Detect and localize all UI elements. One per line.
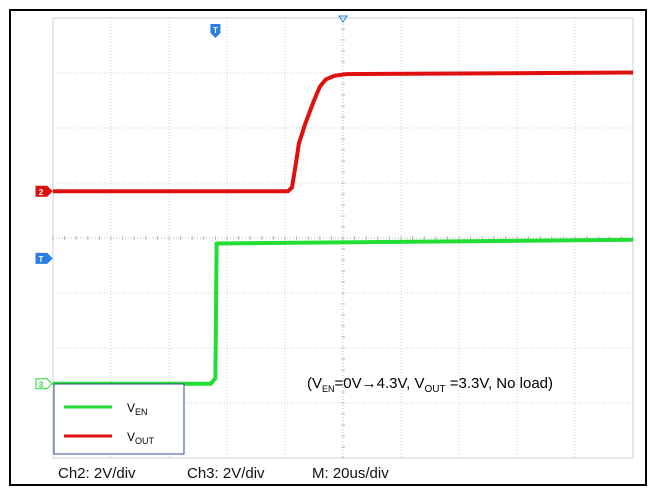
frame-border <box>9 9 647 486</box>
marker-flag-icon <box>35 378 53 390</box>
marker-label: 3 <box>39 380 44 389</box>
center-time-chevron-icon <box>338 15 348 23</box>
channel-marker-2: 2 <box>35 185 53 197</box>
channel-marker-T: T <box>35 252 53 264</box>
legend-box <box>53 383 185 455</box>
ch3-scale-label: Ch3: 2V/div <box>187 465 265 482</box>
marker-label: T <box>39 255 44 264</box>
timebase-scale-label: M: 20us/div <box>312 465 389 482</box>
channel-marker-3: 3 <box>35 378 53 390</box>
trigger-label: T <box>213 26 218 35</box>
legend-label-ven: VEN <box>127 401 148 417</box>
ch2-scale-label: Ch2: 2V/div <box>58 465 136 482</box>
series-line-vout <box>53 70 634 194</box>
test-conditions-annotation: (VEN=0V→4.3V, VOUT =3.3V, No load) <box>307 375 553 395</box>
marker-label: 2 <box>39 188 44 197</box>
marker-flag-icon <box>35 252 53 264</box>
channel-markers: 2 T 3 T <box>35 15 348 390</box>
marker-flag-icon <box>35 185 53 197</box>
legend-label-vout: VOUT <box>127 430 155 446</box>
trigger-marker: T <box>210 24 221 38</box>
trigger-flag-icon <box>210 24 221 38</box>
